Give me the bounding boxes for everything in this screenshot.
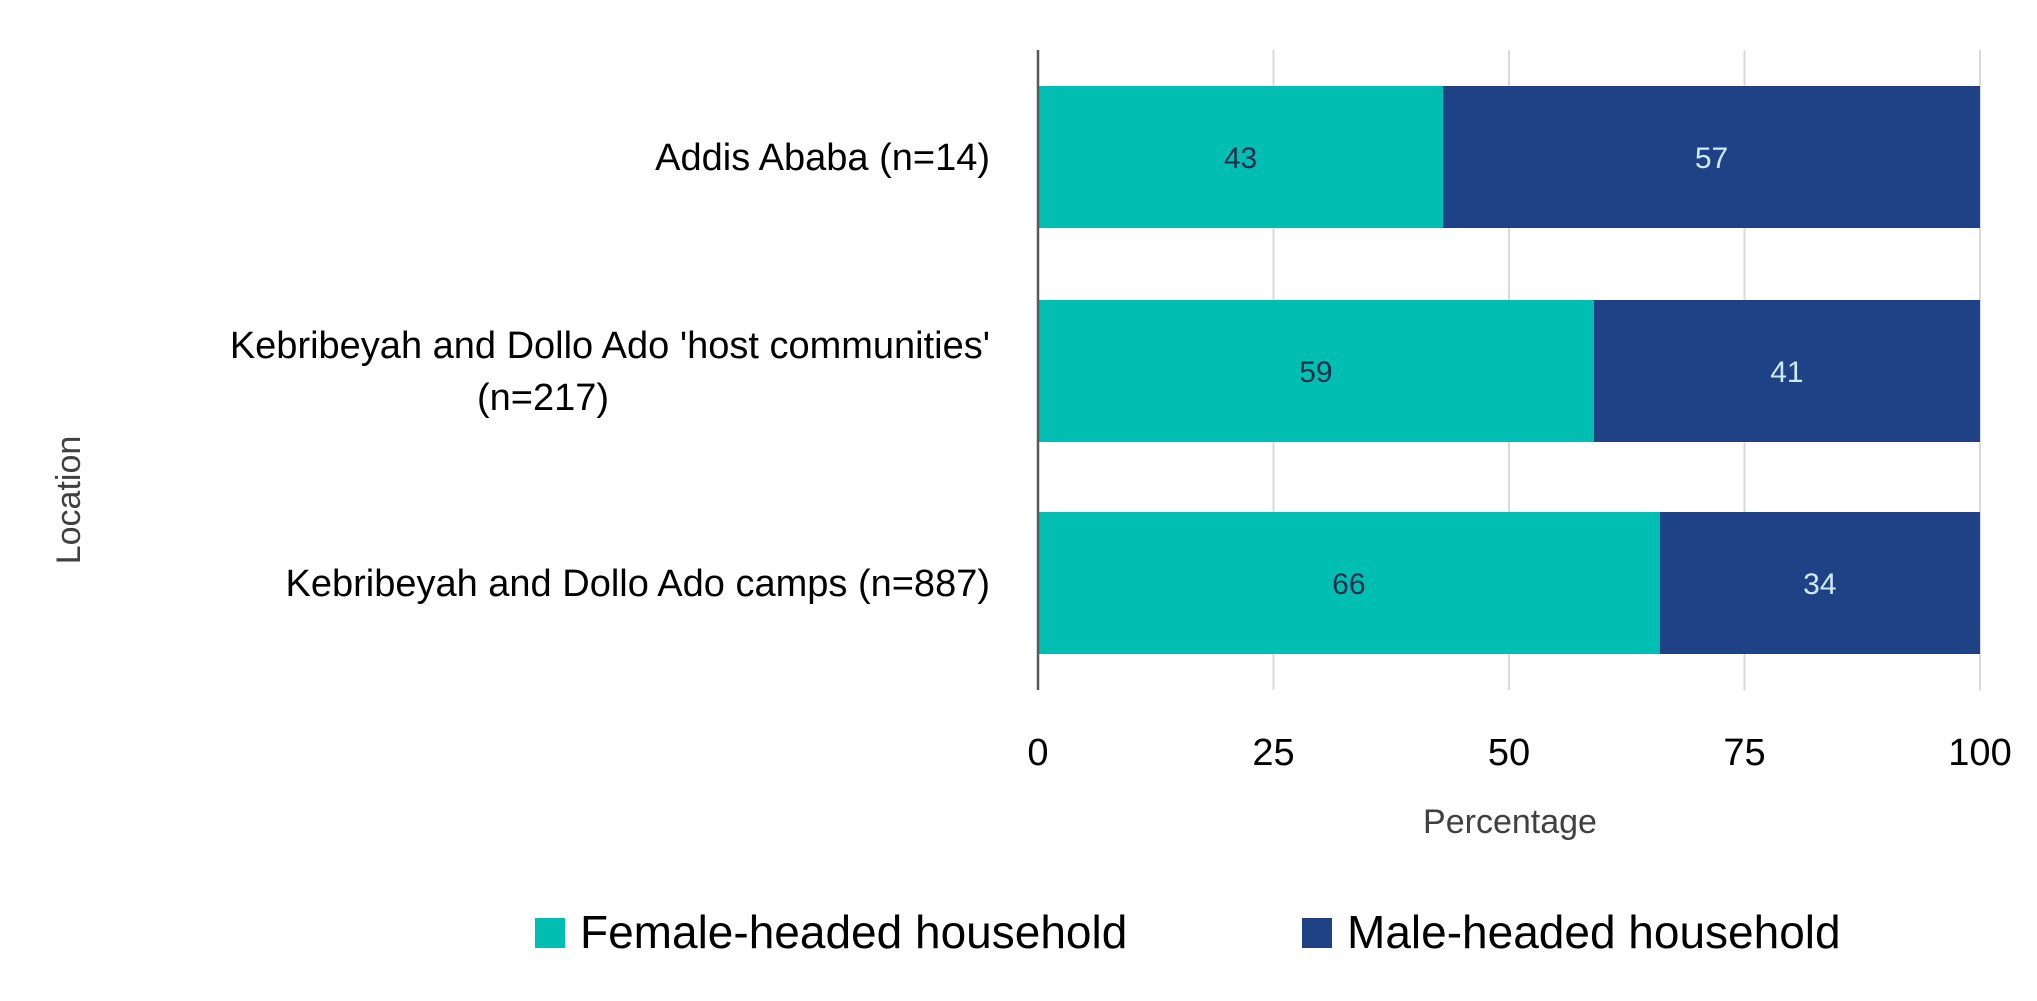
x-tick-label: 50	[1488, 732, 1530, 774]
x-tick-label: 0	[1027, 732, 1048, 774]
category-label-line: Addis Ababa (n=14)	[655, 137, 990, 179]
bar-segment	[1038, 86, 1444, 228]
legend-swatch	[1302, 918, 1332, 948]
x-tick-label: 25	[1252, 732, 1294, 774]
category-label-line: (n=217)	[477, 377, 609, 419]
bar-segment	[1038, 512, 1660, 654]
legend-label: Female-headed household	[580, 906, 1127, 958]
legend: Female-headed household Male-headed house…	[535, 906, 1841, 958]
x-axis-title: Percentage	[1423, 803, 1597, 841]
data-label: 43	[1224, 142, 1257, 175]
category-labels: Addis Ababa (n=14) Kebribeyah and Dollo A…	[230, 137, 990, 605]
category-label: Kebribeyah and Dollo Ado 'host communiti…	[230, 325, 990, 419]
data-label: 66	[1332, 568, 1365, 601]
category-label: Kebribeyah and Dollo Ado camps (n=887)	[285, 563, 990, 605]
bars	[1038, 86, 1980, 654]
bar-segment	[1593, 300, 1980, 442]
x-tick-label: 75	[1723, 732, 1765, 774]
data-label: 57	[1695, 142, 1728, 175]
x-tick-label: 100	[1948, 732, 2011, 774]
bar-segment	[1038, 300, 1594, 442]
legend-item: Female-headed household	[535, 906, 1127, 958]
data-label: 34	[1803, 568, 1836, 601]
bar-segment	[1443, 86, 1980, 228]
category-label-line: Kebribeyah and Dollo Ado camps (n=887)	[285, 563, 990, 605]
data-label: 41	[1770, 356, 1803, 389]
legend-item: Male-headed household	[1302, 906, 1841, 958]
y-axis-title: Location	[50, 436, 88, 565]
category-label: Addis Ababa (n=14)	[655, 137, 990, 179]
bar-segment	[1659, 512, 1980, 654]
legend-swatch	[535, 918, 565, 948]
category-label-line: Kebribeyah and Dollo Ado 'host communiti…	[230, 325, 990, 367]
data-labels: 43 57 59 41 66 34	[1224, 142, 1837, 601]
x-tick-labels: 0 25 50 75 100	[1027, 732, 2011, 774]
legend-label: Male-headed household	[1347, 906, 1841, 958]
data-label: 59	[1299, 356, 1332, 389]
